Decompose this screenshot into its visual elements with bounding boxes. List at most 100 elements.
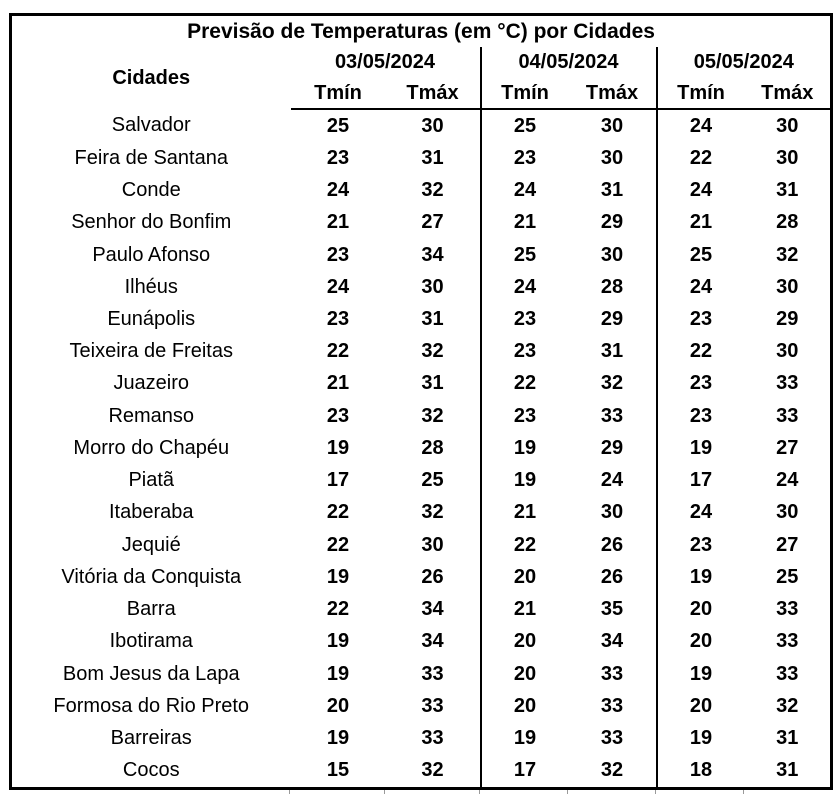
tmin-cell: 23 — [655, 367, 745, 401]
tmax-cell: 34 — [600, 630, 624, 653]
table-row: Ibotirama 19 34 20 34 20 33 — [11, 625, 832, 658]
tmin-cell: 20 — [479, 690, 569, 723]
tmin-cell: 21 — [479, 206, 569, 239]
tmax-cell: 29 — [776, 308, 799, 331]
tmax-cell: 33 — [776, 404, 799, 427]
tmin-cell: 19 — [326, 727, 350, 750]
column-header-date-2: 04/05/2024 — [479, 47, 657, 78]
column-header-cities: Cidades — [112, 66, 191, 89]
tmin-cell: 17 — [479, 754, 569, 789]
tmin-cell: 23 — [655, 303, 745, 336]
column-header-tmax-1: Tmáx — [385, 78, 481, 110]
tmax-cell: 33 — [600, 404, 624, 427]
city-cell: Morro do Chapéu — [73, 436, 230, 459]
tmax-cell: 33 — [600, 694, 624, 717]
tmax-cell: 26 — [421, 565, 444, 588]
tmax-cell: 31 — [421, 146, 444, 169]
tmin-cell: 22 — [479, 367, 569, 401]
tmax-cell: 25 — [776, 565, 799, 588]
table-header: Previsão de Temperaturas (em °C) por Cid… — [11, 15, 832, 110]
city-cell: Cocos — [122, 759, 180, 782]
tmax-cell: 34 — [421, 598, 444, 621]
table-row: Senhor do Bonfim 21 27 21 29 21 28 — [11, 206, 832, 239]
tmax-cell: 24 — [776, 469, 799, 492]
column-header-tmin-1: Tmín — [290, 78, 386, 110]
tmin-cell: 25 — [326, 114, 350, 137]
tmin-cell: 19 — [655, 722, 745, 755]
tmin-cell: 22 — [326, 598, 350, 621]
tmax-cell: 32 — [421, 179, 444, 202]
tmax-cell: 32 — [600, 759, 624, 782]
tmax-cell: 33 — [421, 727, 444, 750]
tmax-cell: 26 — [600, 533, 624, 556]
tmin-cell: 23 — [655, 529, 745, 562]
tmin-cell: 19 — [479, 722, 569, 755]
tmin-cell: 23 — [326, 243, 350, 266]
city-cell: Bom Jesus da Lapa — [62, 662, 240, 685]
tmin-cell: 25 — [655, 238, 745, 272]
grid-tick — [743, 790, 744, 794]
table-row: Conde 24 32 24 31 24 31 — [11, 174, 832, 207]
tmax-cell: 30 — [421, 275, 444, 298]
tmin-cell: 22 — [479, 529, 569, 562]
table-title: Previsão de Temperaturas (em °C) por Cid… — [187, 19, 655, 43]
tmin-cell: 24 — [655, 271, 745, 304]
city-cell: Barreiras — [110, 727, 192, 750]
table-row: Itaberaba 22 32 21 30 24 30 — [11, 496, 832, 530]
tmin-cell: 22 — [326, 340, 350, 363]
table-row: Feira de Santana 23 31 23 30 22 30 — [11, 142, 832, 175]
table-row: Barreiras 19 33 19 33 19 31 — [11, 722, 832, 755]
city-cell: Teixeira de Freitas — [69, 340, 233, 363]
column-header-tmax-3: Tmáx — [744, 78, 832, 110]
tmax-cell: 32 — [600, 372, 624, 395]
city-cell: Itaberaba — [108, 501, 194, 524]
tmin-cell: 20 — [479, 657, 569, 691]
tmin-cell: 22 — [326, 533, 350, 556]
tmin-cell: 20 — [655, 690, 745, 723]
table-row: Remanso 23 32 23 33 23 33 — [11, 400, 832, 433]
table-body: Salvador 25 30 25 30 24 30 Feira de Santana 23 31… — [11, 109, 832, 789]
tmin-cell: 20 — [655, 593, 745, 626]
tmin-cell: 23 — [479, 400, 569, 433]
tmin-cell: 24 — [479, 271, 569, 304]
tmin-cell: 19 — [479, 464, 569, 497]
table-row: Jequié 22 30 22 26 23 27 — [11, 529, 832, 562]
table-row: Bom Jesus da Lapa 19 33 20 33 19 33 — [11, 657, 832, 691]
tmax-cell: 30 — [421, 533, 444, 556]
city-cell: Juazeiro — [113, 372, 190, 395]
tmax-cell: 33 — [776, 630, 799, 653]
tmin-cell: 19 — [326, 630, 350, 653]
tmax-cell: 35 — [600, 598, 624, 621]
tmin-cell: 23 — [479, 335, 569, 368]
tmin-cell: 22 — [326, 501, 350, 524]
tmax-cell: 30 — [600, 501, 624, 524]
table-row: Eunápolis 23 31 23 29 23 29 — [11, 303, 832, 336]
city-cell: Conde — [121, 179, 181, 202]
tmax-cell: 30 — [776, 114, 799, 137]
tmin-cell: 17 — [326, 469, 350, 492]
city-cell: Ibotirama — [109, 630, 193, 653]
tmax-cell: 34 — [421, 630, 444, 653]
tmin-cell: 23 — [326, 146, 350, 169]
city-cell: Senhor do Bonfim — [71, 211, 232, 234]
tmax-cell: 27 — [776, 533, 799, 556]
city-cell: Vitória da Conquista — [61, 565, 242, 588]
tmax-cell: 33 — [776, 598, 799, 621]
tmax-cell: 32 — [776, 243, 799, 266]
table-row: Piatã 17 25 19 24 17 24 — [11, 464, 832, 497]
tmax-cell: 31 — [421, 308, 444, 331]
tmax-cell: 30 — [600, 114, 624, 137]
tmax-cell: 32 — [421, 759, 444, 782]
column-header-tmax-2: Tmáx — [568, 78, 657, 110]
table-row: Vitória da Conquista 19 26 20 26 19 25 — [11, 561, 832, 594]
tmax-cell: 28 — [600, 275, 624, 298]
tmin-cell: 19 — [655, 657, 745, 691]
tmin-cell: 22 — [655, 142, 745, 175]
table-row: Formosa do Rio Preto 20 33 20 33 20 32 — [11, 690, 832, 723]
tmin-cell: 24 — [655, 174, 745, 207]
tmax-cell: 30 — [776, 340, 799, 363]
column-header-date-1: 03/05/2024 — [334, 51, 436, 73]
tmax-cell: 31 — [421, 372, 444, 395]
tmax-cell: 30 — [776, 275, 799, 298]
